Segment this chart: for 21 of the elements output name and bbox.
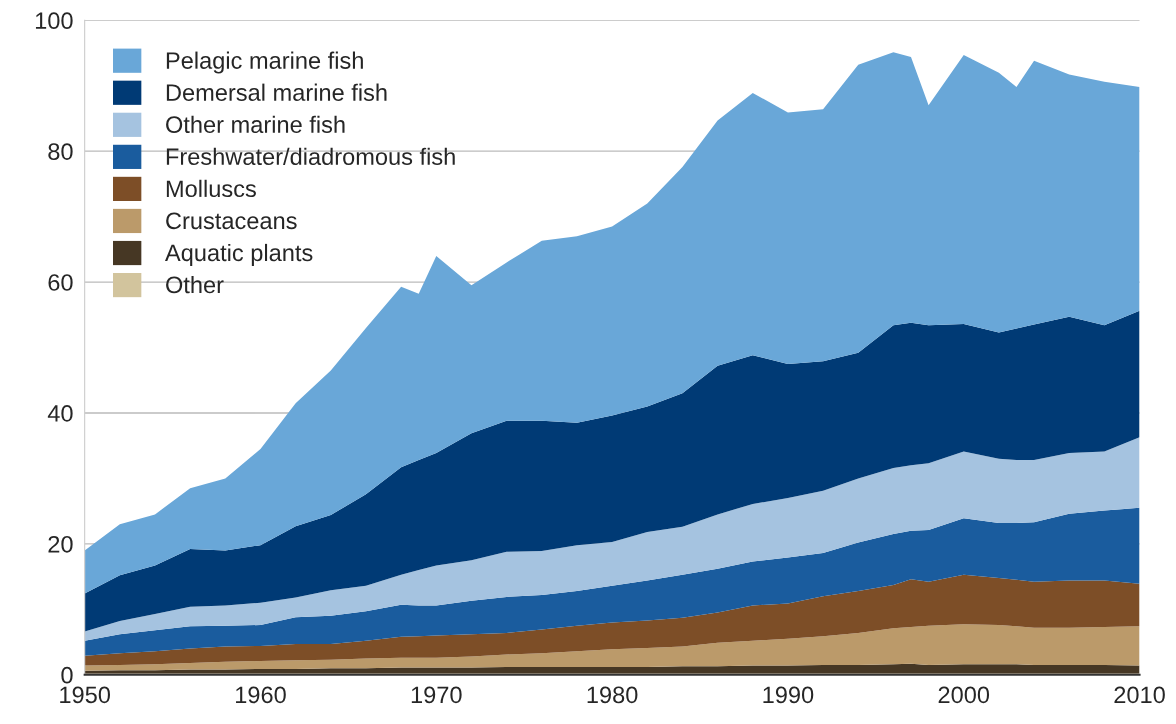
y-tick-label: 100 — [35, 12, 73, 30]
legend-label: Other marine fish — [166, 115, 345, 134]
x-tick-label: 2000 — [938, 686, 990, 704]
x-tick-label: 1990 — [763, 686, 814, 704]
legend-label: Aquatic plants — [165, 243, 313, 266]
x-tick-label: 1950 — [60, 686, 111, 704]
x-tick-label: 1970 — [411, 686, 462, 704]
legend-label: Freshwater/diadromous fish — [166, 147, 455, 166]
y-tick-label: 40 — [47, 405, 73, 422]
y-tick-label: 0 — [61, 666, 73, 684]
y-tick-label: 80 — [48, 143, 73, 160]
x-tick-label: 1960 — [236, 686, 286, 704]
y-tick-label: 60 — [48, 274, 73, 291]
legend-label: Other — [166, 275, 224, 294]
y-tick-label: 20 — [48, 535, 73, 553]
x-tick-label: 1980 — [587, 686, 638, 704]
legend-label: Demersal marine fish — [166, 83, 387, 101]
x-tick-label: 2010 — [1114, 686, 1165, 704]
legend-label: Molluscs — [166, 179, 256, 198]
legend-label: Crustaceans — [166, 212, 297, 230]
legend-label: Pelagic marine fish — [166, 51, 363, 74]
